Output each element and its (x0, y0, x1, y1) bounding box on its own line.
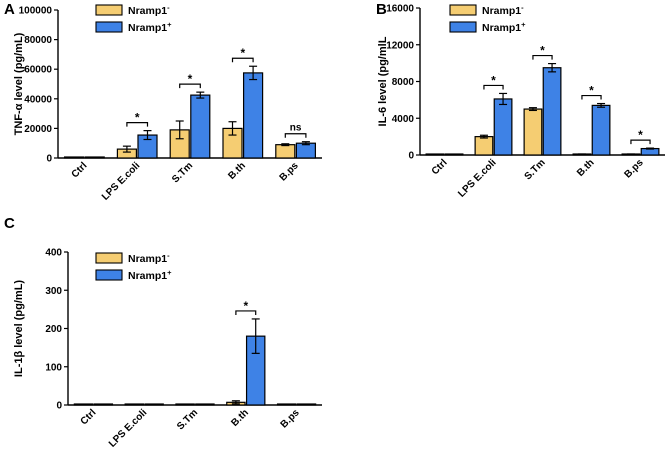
x-category-label: S.Tm (170, 160, 195, 185)
legend-superscript: + (167, 20, 172, 29)
x-category-label: LPS E.coli (100, 160, 143, 203)
bar-nramp1-minus (474, 136, 494, 156)
significance-bracket (483, 84, 504, 90)
bar-nramp1-plus (591, 104, 611, 156)
y-tick-label: 100000 (19, 6, 53, 17)
legend-swatch-nramp1-minus (95, 252, 123, 264)
x-category-label: Ctrl (79, 407, 99, 427)
bar-nramp1-plus (242, 72, 264, 159)
x-category-label: Ctrl (70, 160, 90, 180)
significance-bracket (235, 310, 257, 315)
significance-bracket (532, 54, 553, 60)
bar-nramp1-plus (190, 94, 211, 159)
x-category-label: B.th (226, 160, 248, 182)
legend-label: Nramp1- (482, 3, 524, 17)
y-axis-label: IL-1β level (pg/mL) (13, 280, 25, 378)
y-tick-label: 400 (45, 248, 62, 259)
significance-bracket (179, 83, 201, 89)
significance-bracket (581, 94, 602, 100)
bar-nramp1-minus (523, 108, 543, 156)
legend-swatch-nramp1-plus (95, 269, 123, 281)
bar-nramp1-plus (84, 156, 105, 159)
y-tick-label: 80000 (24, 35, 52, 46)
y-tick-label: 200 (45, 324, 62, 335)
bar-nramp1-plus (295, 142, 316, 159)
y-tick-label: 4000 (392, 114, 415, 125)
significance-label: * (135, 111, 140, 125)
significance-label: * (491, 73, 496, 87)
y-tick-label: 60000 (24, 65, 52, 76)
bar-nramp1-minus (63, 156, 85, 159)
legend-superscript: + (167, 268, 172, 277)
bar-nramp1-plus (493, 98, 513, 156)
significance-label: * (638, 128, 643, 142)
y-axis-label: TNF-α level (pg/mL) (13, 32, 25, 135)
significance-label: ns (290, 123, 302, 134)
y-tick-label: 300 (45, 286, 62, 297)
chart-panel-a: A 0 20000 40000 60000 80000 100000 TNF-α level … (4, 1, 322, 203)
significance-label: * (188, 72, 193, 86)
legend-label: Nramp1- (128, 3, 170, 17)
significance-bracket (231, 57, 254, 63)
significance-label: * (589, 84, 594, 98)
bar-nramp1-minus (73, 403, 94, 406)
x-category-label: B.ps (279, 407, 302, 430)
chart-panel-b: B 0 4000 8000 12000 16000 IL-6 level (pg/mlL Ct… (376, 1, 665, 200)
legend-superscript: + (521, 20, 526, 29)
y-tick-label: 20000 (24, 124, 52, 135)
x-category-label: Ctrl (430, 157, 450, 177)
y-tick-label: 0 (408, 151, 414, 162)
legend-label: Nramp1- (128, 251, 170, 265)
significance-label: * (243, 299, 248, 313)
legend-swatch-nramp1-minus (95, 4, 123, 16)
legend-swatch-nramp1-plus (95, 21, 123, 33)
bar-nramp1-plus (93, 403, 114, 406)
x-category-label: LPS E.coli (107, 407, 150, 450)
x-category-label: LPS E.coli (456, 157, 499, 200)
y-tick-label: 0 (46, 154, 52, 165)
legend-label: Nramp1+ (482, 20, 526, 34)
significance-label: * (240, 46, 245, 60)
significance-bracket (126, 122, 149, 127)
y-tick-label: 16000 (386, 4, 414, 15)
y-tick-label: 40000 (24, 94, 52, 105)
bar-nramp1-minus (124, 403, 145, 406)
bar-nramp1-minus (275, 144, 296, 159)
bar-nramp1-plus (144, 403, 164, 406)
bar-nramp1-plus (296, 403, 317, 406)
y-tick-label: 12000 (386, 40, 414, 51)
legend-label: Nramp1+ (128, 268, 172, 282)
bar-nramp1-minus (276, 403, 297, 406)
panel-letter: B (376, 1, 387, 18)
legend-superscript: - (167, 251, 170, 260)
panel-letter: A (4, 1, 15, 18)
x-category-label: B.th (229, 407, 251, 429)
bar-nramp1-plus (444, 153, 464, 156)
x-category-label: S.Tm (523, 157, 548, 182)
significance-label: * (540, 44, 545, 58)
x-category-label: S.Tm (175, 407, 200, 432)
legend-label: Nramp1+ (128, 20, 172, 34)
x-category-label: B.ps (623, 157, 646, 180)
bar-nramp1-minus (425, 153, 445, 156)
bar-nramp1-minus (175, 403, 195, 406)
legend-swatch-nramp1-plus (449, 21, 477, 33)
significance-bracket (284, 133, 307, 138)
y-axis-label: IL-6 level (pg/mlL (377, 36, 389, 126)
legend-superscript: - (167, 3, 170, 12)
panel-letter: C (4, 215, 15, 232)
legend-superscript: - (521, 3, 524, 12)
chart-panel-c: C 0 100 200 300 400 IL-1β level (pg/mL) Ctrl LPS… (4, 215, 322, 450)
y-tick-label: 0 (56, 401, 62, 412)
legend-swatch-nramp1-minus (449, 4, 477, 16)
bar-nramp1-plus (542, 67, 562, 156)
y-tick-label: 100 (45, 362, 62, 373)
x-category-label: B.th (575, 157, 597, 179)
x-category-label: B.ps (278, 160, 301, 183)
bar-nramp1-plus (195, 403, 215, 406)
y-tick-label: 8000 (392, 77, 415, 88)
significance-bracket (630, 139, 651, 145)
